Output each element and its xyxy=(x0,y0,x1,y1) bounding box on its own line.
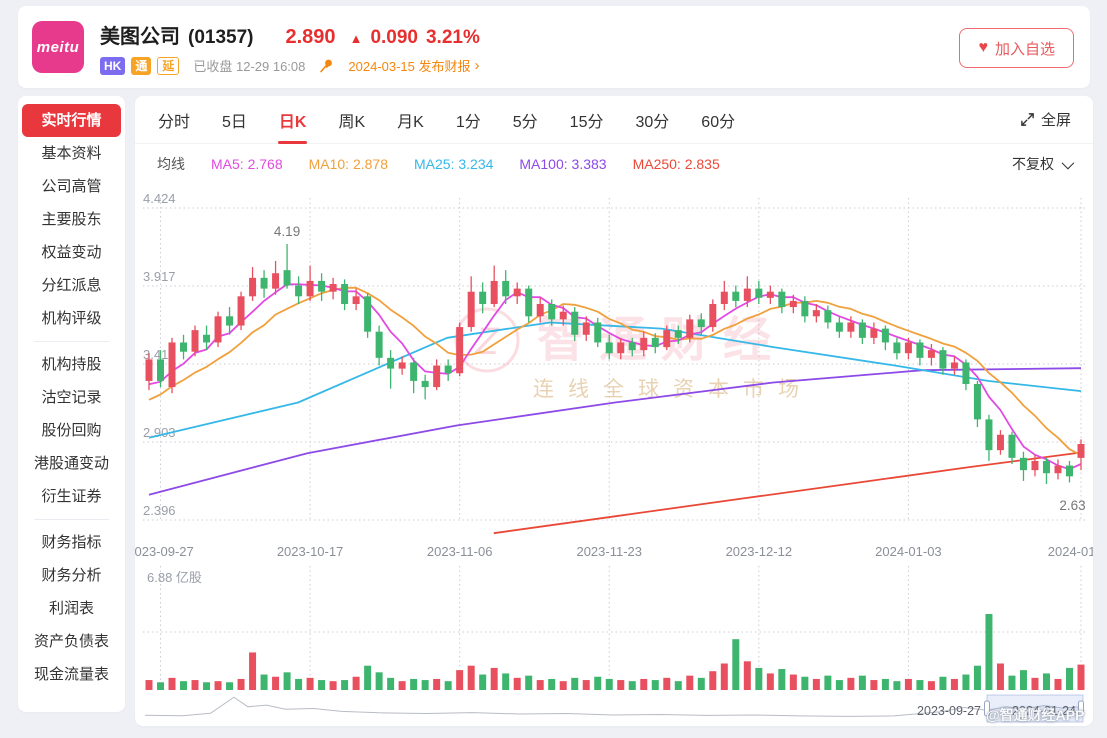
chart-panel: 分时 5日 日K 周K 月K 1分 5分 15分 30分 60分 全屏 均线 MA5: 2.768… xyxy=(135,96,1093,726)
tab-15分[interactable]: 15分 xyxy=(569,113,604,131)
market-badge-延: 延 xyxy=(157,56,180,75)
sidebar-item-现金流量表[interactable]: 现金流量表 xyxy=(33,666,109,683)
sidebar-item-沽空记录[interactable]: 沽空记录 xyxy=(41,389,102,406)
ma-legend-MA5: MA5: 2.768 xyxy=(211,156,283,172)
sidebar-divider xyxy=(34,341,109,342)
svg-text:2023-10-17: 2023-10-17 xyxy=(277,544,344,559)
fullscreen-label: 全屏 xyxy=(1040,112,1071,129)
tab-5日[interactable]: 5日 xyxy=(222,113,247,131)
ma-legend-MA10: MA10: 2.878 xyxy=(308,156,388,172)
svg-text:4.424: 4.424 xyxy=(143,191,176,206)
tab-30分[interactable]: 30分 xyxy=(635,113,670,131)
meitu-logo: meitu xyxy=(32,21,84,73)
sidebar-divider xyxy=(34,519,109,520)
expand-icon xyxy=(1021,113,1034,126)
chevron-down-icon xyxy=(1061,156,1075,169)
tab-1分[interactable]: 1分 xyxy=(455,113,481,131)
sidebar-item-资产负债表[interactable]: 资产负债表 xyxy=(33,633,109,650)
ma-legend-MA250: MA250: 2.835 xyxy=(632,156,720,172)
adjust-type-label: 不复权 xyxy=(1012,156,1054,172)
market-badge-通: 通 xyxy=(131,56,152,75)
svg-text:2.63: 2.63 xyxy=(1059,498,1085,513)
svg-text:3.410: 3.410 xyxy=(143,347,176,362)
kline-chart-svg: 4.4243.9173.4102.9032.3962023-09-272023-… xyxy=(135,191,1093,723)
heart-icon: ♥ xyxy=(978,39,988,56)
add-to-watchlist-label: 加入自选 xyxy=(994,40,1055,58)
sidebar-item-公司高管[interactable]: 公司高管 xyxy=(41,178,102,195)
meitu-logo-text: meitu xyxy=(36,38,80,56)
svg-text:2.903: 2.903 xyxy=(143,425,176,440)
stock-name: 美图公司 xyxy=(100,26,180,48)
stock-code: (01357) xyxy=(188,27,254,48)
sidebar-list: 实时行情基本资料公司高管主要股东权益变动分红派息机构评级机构持股沽空记录股份回购… xyxy=(18,104,125,691)
tab-周K[interactable]: 周K xyxy=(338,113,366,131)
sidebar: 实时行情基本资料公司高管主要股东权益变动分红派息机构评级机构持股沽空记录股份回购… xyxy=(18,96,125,712)
tab-60分[interactable]: 60分 xyxy=(701,113,736,131)
sidebar-item-权益变动[interactable]: 权益变动 xyxy=(41,244,102,261)
svg-text:2023-09-27: 2023-09-27 xyxy=(135,544,194,559)
sidebar-item-分红派息[interactable]: 分红派息 xyxy=(41,277,102,294)
sidebar-item-利润表[interactable]: 利润表 xyxy=(48,600,94,617)
svg-text:6.88 亿股: 6.88 亿股 xyxy=(147,570,202,585)
svg-text:2023-09-27: 2023-09-27 xyxy=(917,704,981,718)
period-tabs: 分时 5日 日K 周K 月K 1分 5分 15分 30分 60分 全屏 xyxy=(135,96,1093,144)
stock-header-card: meitu 美图公司 (01357) 2.890 ▲ 0.090 3.21% H… xyxy=(18,6,1090,88)
sidebar-item-衍生证券[interactable]: 衍生证券 xyxy=(41,488,102,505)
svg-text:2024-01-24: 2024-01-24 xyxy=(1012,704,1076,718)
sidebar-item-机构评级[interactable]: 机构评级 xyxy=(41,310,102,327)
price-change: 0.090 xyxy=(370,27,418,48)
sidebar-item-实时行情[interactable]: 实时行情 xyxy=(22,104,121,137)
watermark-credit: @智通财经APP xyxy=(986,707,1085,723)
svg-text:连线全球资本市场: 连线全球资本市场 xyxy=(533,378,813,401)
sidebar-item-财务指标[interactable]: 财务指标 xyxy=(41,534,102,551)
kline-chart[interactable]: 4.4243.9173.4102.9032.3962023-09-272023-… xyxy=(135,184,1093,726)
navigator-handle-right[interactable] xyxy=(1078,700,1084,717)
tab-分时[interactable]: 分时 xyxy=(158,113,191,131)
sidebar-item-财务分析[interactable]: 财务分析 xyxy=(41,567,102,584)
ma-legend-MA25: MA25: 3.234 xyxy=(414,156,494,172)
svg-text:2.396: 2.396 xyxy=(143,503,176,518)
market-badge-HK: HK xyxy=(100,56,126,75)
svg-text:2024-01-03: 2024-01-03 xyxy=(875,544,942,559)
ma-legend-title: 均线 xyxy=(157,156,185,172)
last-price: 2.890 xyxy=(285,26,336,48)
tabs-holder: 分时 5日 日K 周K 月K 1分 5分 15分 30分 60分 xyxy=(157,104,736,144)
sidebar-item-主要股东[interactable]: 主要股东 xyxy=(41,211,102,228)
svg-text:2023-11-06: 2023-11-06 xyxy=(427,544,493,559)
market-badges: HK 通延 xyxy=(100,56,180,75)
chevron-right-icon: › xyxy=(474,57,480,74)
svg-text:2024-01-24: 2024-01-24 xyxy=(1048,544,1093,559)
status-row: HK 通延 已收盘 12-29 16:08 2024-03-15 发布财报 › xyxy=(100,56,480,75)
price-change-percent: 3.21% xyxy=(425,27,480,48)
tab-日K[interactable]: 日K xyxy=(277,104,308,144)
pin-icon xyxy=(320,59,333,73)
navigator-handle-left[interactable] xyxy=(984,700,990,717)
ma-legend-row: 均线 MA5: 2.768 MA10: 2.878 MA25: 3.234 MA100… xyxy=(135,144,1093,184)
sidebar-item-港股通变动[interactable]: 港股通变动 xyxy=(33,455,109,472)
up-triangle-icon: ▲ xyxy=(349,31,363,46)
tab-月K[interactable]: 月K xyxy=(397,113,424,131)
add-to-watchlist-button[interactable]: ♥ 加入自选 xyxy=(959,28,1074,68)
fullscreen-button[interactable]: 全屏 xyxy=(1020,96,1071,143)
market-status: 已收盘 12-29 16:08 xyxy=(193,59,306,74)
title-row: 美图公司 (01357) 2.890 ▲ 0.090 3.21% xyxy=(100,20,480,49)
svg-text:2023-11-23: 2023-11-23 xyxy=(576,544,642,559)
earnings-announcement-link[interactable]: 2024-03-15 发布财报 › xyxy=(348,56,479,75)
sidebar-item-机构持股[interactable]: 机构持股 xyxy=(41,356,102,373)
sidebar-item-基本资料[interactable]: 基本资料 xyxy=(41,145,102,162)
svg-text:2023-12-12: 2023-12-12 xyxy=(726,544,793,559)
navigator-selection[interactable]: 2023-09-27 2024-01-24 xyxy=(917,694,1084,723)
announcement-text: 2024-03-15 发布财报 xyxy=(348,59,471,74)
sidebar-item-股份回购[interactable]: 股份回购 xyxy=(41,422,102,439)
svg-text:3.917: 3.917 xyxy=(143,269,176,284)
svg-text:4.19: 4.19 xyxy=(274,224,300,239)
ma-legend-items: MA5: 2.768 MA10: 2.878 MA25: 3.234 MA100: 3… xyxy=(211,156,720,172)
ma-legend-MA100: MA100: 3.383 xyxy=(519,156,607,172)
tab-5分[interactable]: 5分 xyxy=(512,113,538,131)
adjust-type-dropdown[interactable]: 不复权 xyxy=(1012,144,1075,184)
